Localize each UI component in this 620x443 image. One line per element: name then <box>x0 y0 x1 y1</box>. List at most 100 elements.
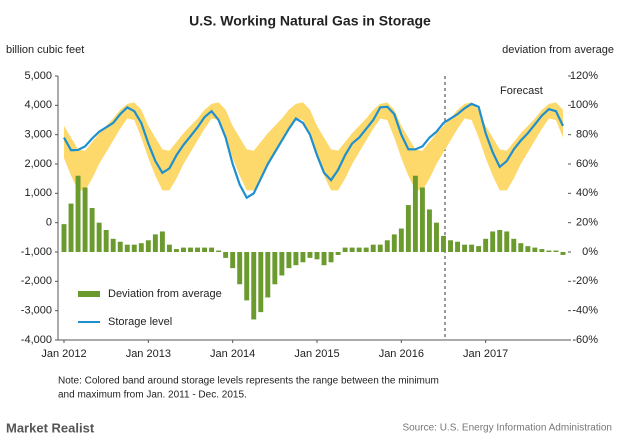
bar <box>455 241 461 252</box>
y2-tick-label: 60% <box>576 158 598 170</box>
bar <box>370 244 376 252</box>
bar <box>209 247 215 252</box>
bar <box>377 244 383 252</box>
bar <box>166 244 172 252</box>
bar <box>307 252 313 258</box>
bar <box>265 252 271 298</box>
bar <box>152 234 158 252</box>
bar <box>181 247 186 252</box>
y-tick-label: -3,000 <box>21 305 52 317</box>
bar <box>349 247 355 252</box>
y-tick-label: -2,000 <box>21 275 52 287</box>
bar <box>328 252 334 263</box>
bar <box>504 231 510 252</box>
bar <box>398 228 404 252</box>
x-tick-label: Jan 2015 <box>294 348 339 360</box>
y2-tick-label: 20% <box>576 217 598 229</box>
chart-title: U.S. Working Natural Gas in Storage <box>189 13 431 29</box>
x-tick-label: Jan 2012 <box>41 348 86 360</box>
source: Source: U.S. Energy Information Administ… <box>402 423 612 434</box>
brand: Market Realist <box>6 420 95 435</box>
bar <box>286 252 292 269</box>
bar <box>356 247 362 252</box>
x-tick-label: Jan 2014 <box>210 348 255 360</box>
bar <box>195 247 200 252</box>
y-tick-label: 2,000 <box>24 158 52 170</box>
y-tick-label: -1,000 <box>21 246 52 258</box>
bar <box>314 252 320 260</box>
bar <box>279 252 285 276</box>
bar <box>539 249 545 252</box>
bar <box>532 247 538 252</box>
bar <box>244 252 250 301</box>
bar <box>251 252 257 320</box>
bar <box>293 252 299 266</box>
bar <box>82 187 88 252</box>
bar <box>61 224 67 252</box>
bar <box>490 231 496 252</box>
bar <box>138 243 144 252</box>
y2-tick-label: 0% <box>582 246 598 258</box>
bar <box>202 247 208 252</box>
bar <box>89 208 95 252</box>
bar <box>462 244 468 252</box>
legend-label: Deviation from average <box>108 288 222 300</box>
annotation: Forecast <box>500 85 543 97</box>
bar <box>405 205 411 252</box>
bar <box>476 246 482 252</box>
bar <box>426 209 432 252</box>
bar <box>188 247 193 252</box>
bar <box>216 250 222 252</box>
y2-tick-label: -60% <box>572 334 598 346</box>
x-tick-label: Jan 2017 <box>463 348 508 360</box>
bar <box>511 238 517 252</box>
bar <box>483 238 489 252</box>
bar <box>553 250 559 252</box>
bar <box>272 252 278 285</box>
bar <box>342 247 348 252</box>
bar <box>363 247 369 252</box>
note: and maximum from Jan. 2011 - Dec. 2015. <box>58 390 247 401</box>
bar <box>441 235 446 252</box>
bar <box>145 240 151 252</box>
bar <box>300 252 306 263</box>
bar <box>546 250 552 252</box>
line <box>63 102 564 200</box>
bar <box>469 244 475 252</box>
bar <box>110 238 116 252</box>
bar <box>237 252 243 285</box>
y2-tick-label: 80% <box>576 129 598 141</box>
bar <box>560 252 566 255</box>
bar <box>223 252 229 258</box>
y-axis-label: billion cubic feet <box>6 44 84 56</box>
bar <box>321 252 327 266</box>
bar <box>103 230 109 252</box>
bar <box>131 244 137 252</box>
legend-label: Storage level <box>108 316 172 328</box>
bar <box>173 249 179 252</box>
y-tick-label: 4,000 <box>24 99 52 111</box>
bar <box>335 252 341 255</box>
bar <box>448 240 453 252</box>
bar <box>518 243 524 252</box>
bar <box>525 246 531 252</box>
y-tick-label: 1,000 <box>24 187 52 199</box>
bar <box>434 222 439 252</box>
legend-swatch <box>78 291 100 297</box>
bar <box>412 175 418 252</box>
bar <box>117 241 123 252</box>
y-tick-label: -4,000 <box>21 334 52 346</box>
y-tick-label: 5,000 <box>24 70 52 82</box>
y2-tick-label: 100% <box>570 99 598 111</box>
bar <box>124 244 130 252</box>
bar <box>230 252 236 269</box>
y2-tick-label: -40% <box>572 305 598 317</box>
x-tick-label: Jan 2013 <box>126 348 171 360</box>
bar <box>384 240 390 252</box>
bar <box>75 175 81 252</box>
y2-axis-label: deviation from average <box>502 44 614 56</box>
bar <box>68 203 74 252</box>
y-tick-label: 3,000 <box>24 129 52 141</box>
bar <box>258 252 264 313</box>
